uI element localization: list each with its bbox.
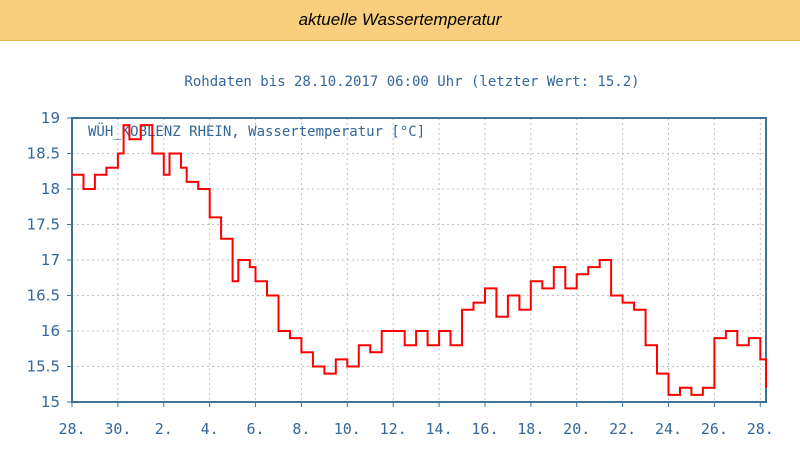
x-tick-label: 28.: [747, 420, 774, 438]
x-tick-label: 26.: [701, 420, 728, 438]
header-bar: aktuelle Wassertemperatur: [0, 0, 800, 41]
page-title: aktuelle Wassertemperatur: [298, 10, 502, 29]
x-tick-label: 12.: [380, 420, 407, 438]
y-tick-label: 18.5: [27, 145, 60, 163]
x-tick-label: 20.: [563, 420, 590, 438]
y-tick-label: 17.5: [27, 216, 60, 234]
grid-layer: [72, 118, 766, 402]
y-tick-label: 15.5: [27, 358, 60, 376]
y-axis: 19 18.5 18 17.5 17 16.5 16 15.5 15: [27, 109, 72, 411]
x-tick-label: 30.: [104, 420, 131, 438]
x-axis: 28. 30. 2. 4. 6. 8. 10. 12. 14. 16. 18. 20. 22. 24. 26…: [58, 402, 774, 438]
y-tick-label: 16.5: [27, 287, 60, 305]
x-tick-label: 22.: [609, 420, 636, 438]
y-tick-label: 17: [41, 251, 60, 269]
x-tick-label: 2.: [155, 420, 173, 438]
x-tick-label: 6.: [247, 420, 265, 438]
x-tick-label: 10.: [334, 420, 361, 438]
chart-title: Rohdaten bis 28.10.2017 06:00 Uhr (letzt…: [184, 74, 639, 90]
x-tick-label: 24.: [655, 420, 682, 438]
series-line-wassertemperatur: [72, 124, 767, 396]
y-tick-label: 16: [41, 322, 60, 340]
x-tick-label: 8.: [292, 420, 310, 438]
y-tick-label: 15: [41, 393, 60, 411]
x-tick-label: 18.: [517, 420, 544, 438]
water-temperature-chart: Rohdaten bis 28.10.2017 06:00 Uhr (letzt…: [27, 74, 774, 438]
y-tick-label: 19: [41, 109, 60, 127]
series-label: WÜH_KOBLENZ RHEIN, Wassertemperatur [°C]: [88, 122, 425, 140]
y-tick-label: 18: [41, 180, 60, 198]
x-tick-label: 14.: [426, 420, 453, 438]
x-tick-label: 28.: [58, 420, 85, 438]
x-tick-label: 4.: [201, 420, 219, 438]
x-tick-label: 16.: [471, 420, 498, 438]
